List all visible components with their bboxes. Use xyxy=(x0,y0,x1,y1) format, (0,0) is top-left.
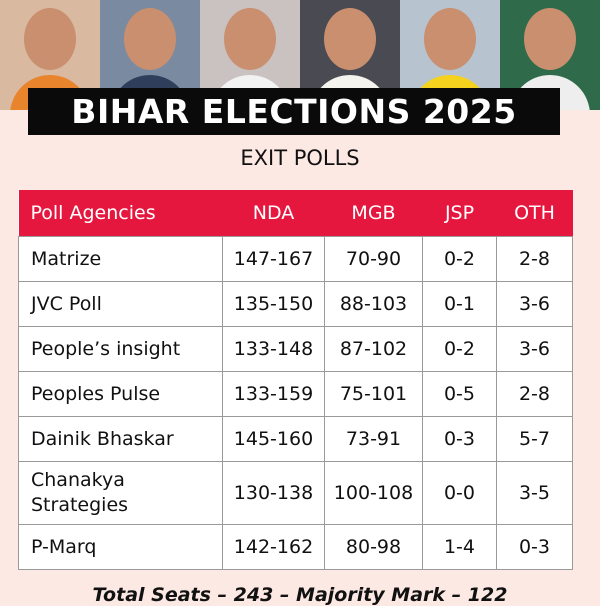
seat-range: 3-6 xyxy=(496,326,573,372)
agency-name: JVC Poll xyxy=(18,281,223,327)
seat-range: 0-2 xyxy=(422,236,497,282)
seat-range: 2-8 xyxy=(496,371,573,417)
seat-range: 3-6 xyxy=(496,281,573,327)
table-row: JVC Poll 135-150 88-103 0-1 3-6 xyxy=(18,281,573,327)
seat-range: 133-148 xyxy=(222,326,325,372)
title: BIHAR ELECTIONS 2025 xyxy=(28,88,560,135)
seat-range: 2-8 xyxy=(496,236,573,282)
subtitle: EXIT POLLS xyxy=(240,146,360,170)
agency-name: P-Marq xyxy=(18,524,223,570)
table-row: Dainik Bhaskar 145-160 73-91 0-3 5-7 xyxy=(18,416,573,462)
seat-range: 0-2 xyxy=(422,326,497,372)
header-row: Poll Agencies NDA MGB JSP OTH xyxy=(18,190,573,237)
column-header: JSP xyxy=(422,190,497,237)
agency-name: Dainik Bhaskar xyxy=(18,416,223,462)
table-row: Matrize 147-167 70-90 0-2 2-8 xyxy=(18,236,573,282)
agency-name: Chanakya Strategies xyxy=(18,461,223,525)
seat-range: 100-108 xyxy=(324,461,423,525)
agency-name: Peoples Pulse xyxy=(18,371,223,417)
seat-range: 0-1 xyxy=(422,281,497,327)
seat-range: 145-160 xyxy=(222,416,325,462)
column-header: Poll Agencies xyxy=(18,190,223,237)
table-row: People’s insight 133-148 87-102 0-2 3-6 xyxy=(18,326,573,372)
agency-name: Matrize xyxy=(18,236,223,282)
table-row: Chanakya Strategies 130-138 100-108 0-0 3-5 xyxy=(18,461,573,525)
seat-range: 70-90 xyxy=(324,236,423,282)
table-row: P-Marq 142-162 80-98 1-4 0-3 xyxy=(18,524,573,570)
seat-range: 5-7 xyxy=(496,416,573,462)
seat-range: 75-101 xyxy=(324,371,423,417)
seat-range: 80-98 xyxy=(324,524,423,570)
agency-name: People’s insight xyxy=(18,326,223,372)
seat-range: 87-102 xyxy=(324,326,423,372)
seat-range: 0-3 xyxy=(422,416,497,462)
seat-range: 142-162 xyxy=(222,524,325,570)
seat-range: 0-3 xyxy=(496,524,573,570)
seat-range: 0-5 xyxy=(422,371,497,417)
footer-note: Total Seats – 243 – Majority Mark – 122 xyxy=(92,584,508,606)
seat-range: 135-150 xyxy=(222,281,325,327)
seat-range: 133-159 xyxy=(222,371,325,417)
seat-range: 88-103 xyxy=(324,281,423,327)
seat-range: 0-0 xyxy=(422,461,497,525)
table-row: Peoples Pulse 133-159 75-101 0-5 2-8 xyxy=(18,371,573,417)
seat-range: 1-4 xyxy=(422,524,497,570)
column-header: NDA xyxy=(222,190,325,237)
column-header: MGB xyxy=(324,190,423,237)
seat-range: 3-5 xyxy=(496,461,573,525)
seat-range: 130-138 xyxy=(222,461,325,525)
seat-range: 147-167 xyxy=(222,236,325,282)
poll-table: Poll Agencies NDA MGB JSP OTH Matrize 147-167… xyxy=(18,190,573,570)
column-header: OTH xyxy=(496,190,573,237)
agency-name-text: Chanakya Strategies xyxy=(31,469,129,516)
seat-range: 73-91 xyxy=(324,416,423,462)
